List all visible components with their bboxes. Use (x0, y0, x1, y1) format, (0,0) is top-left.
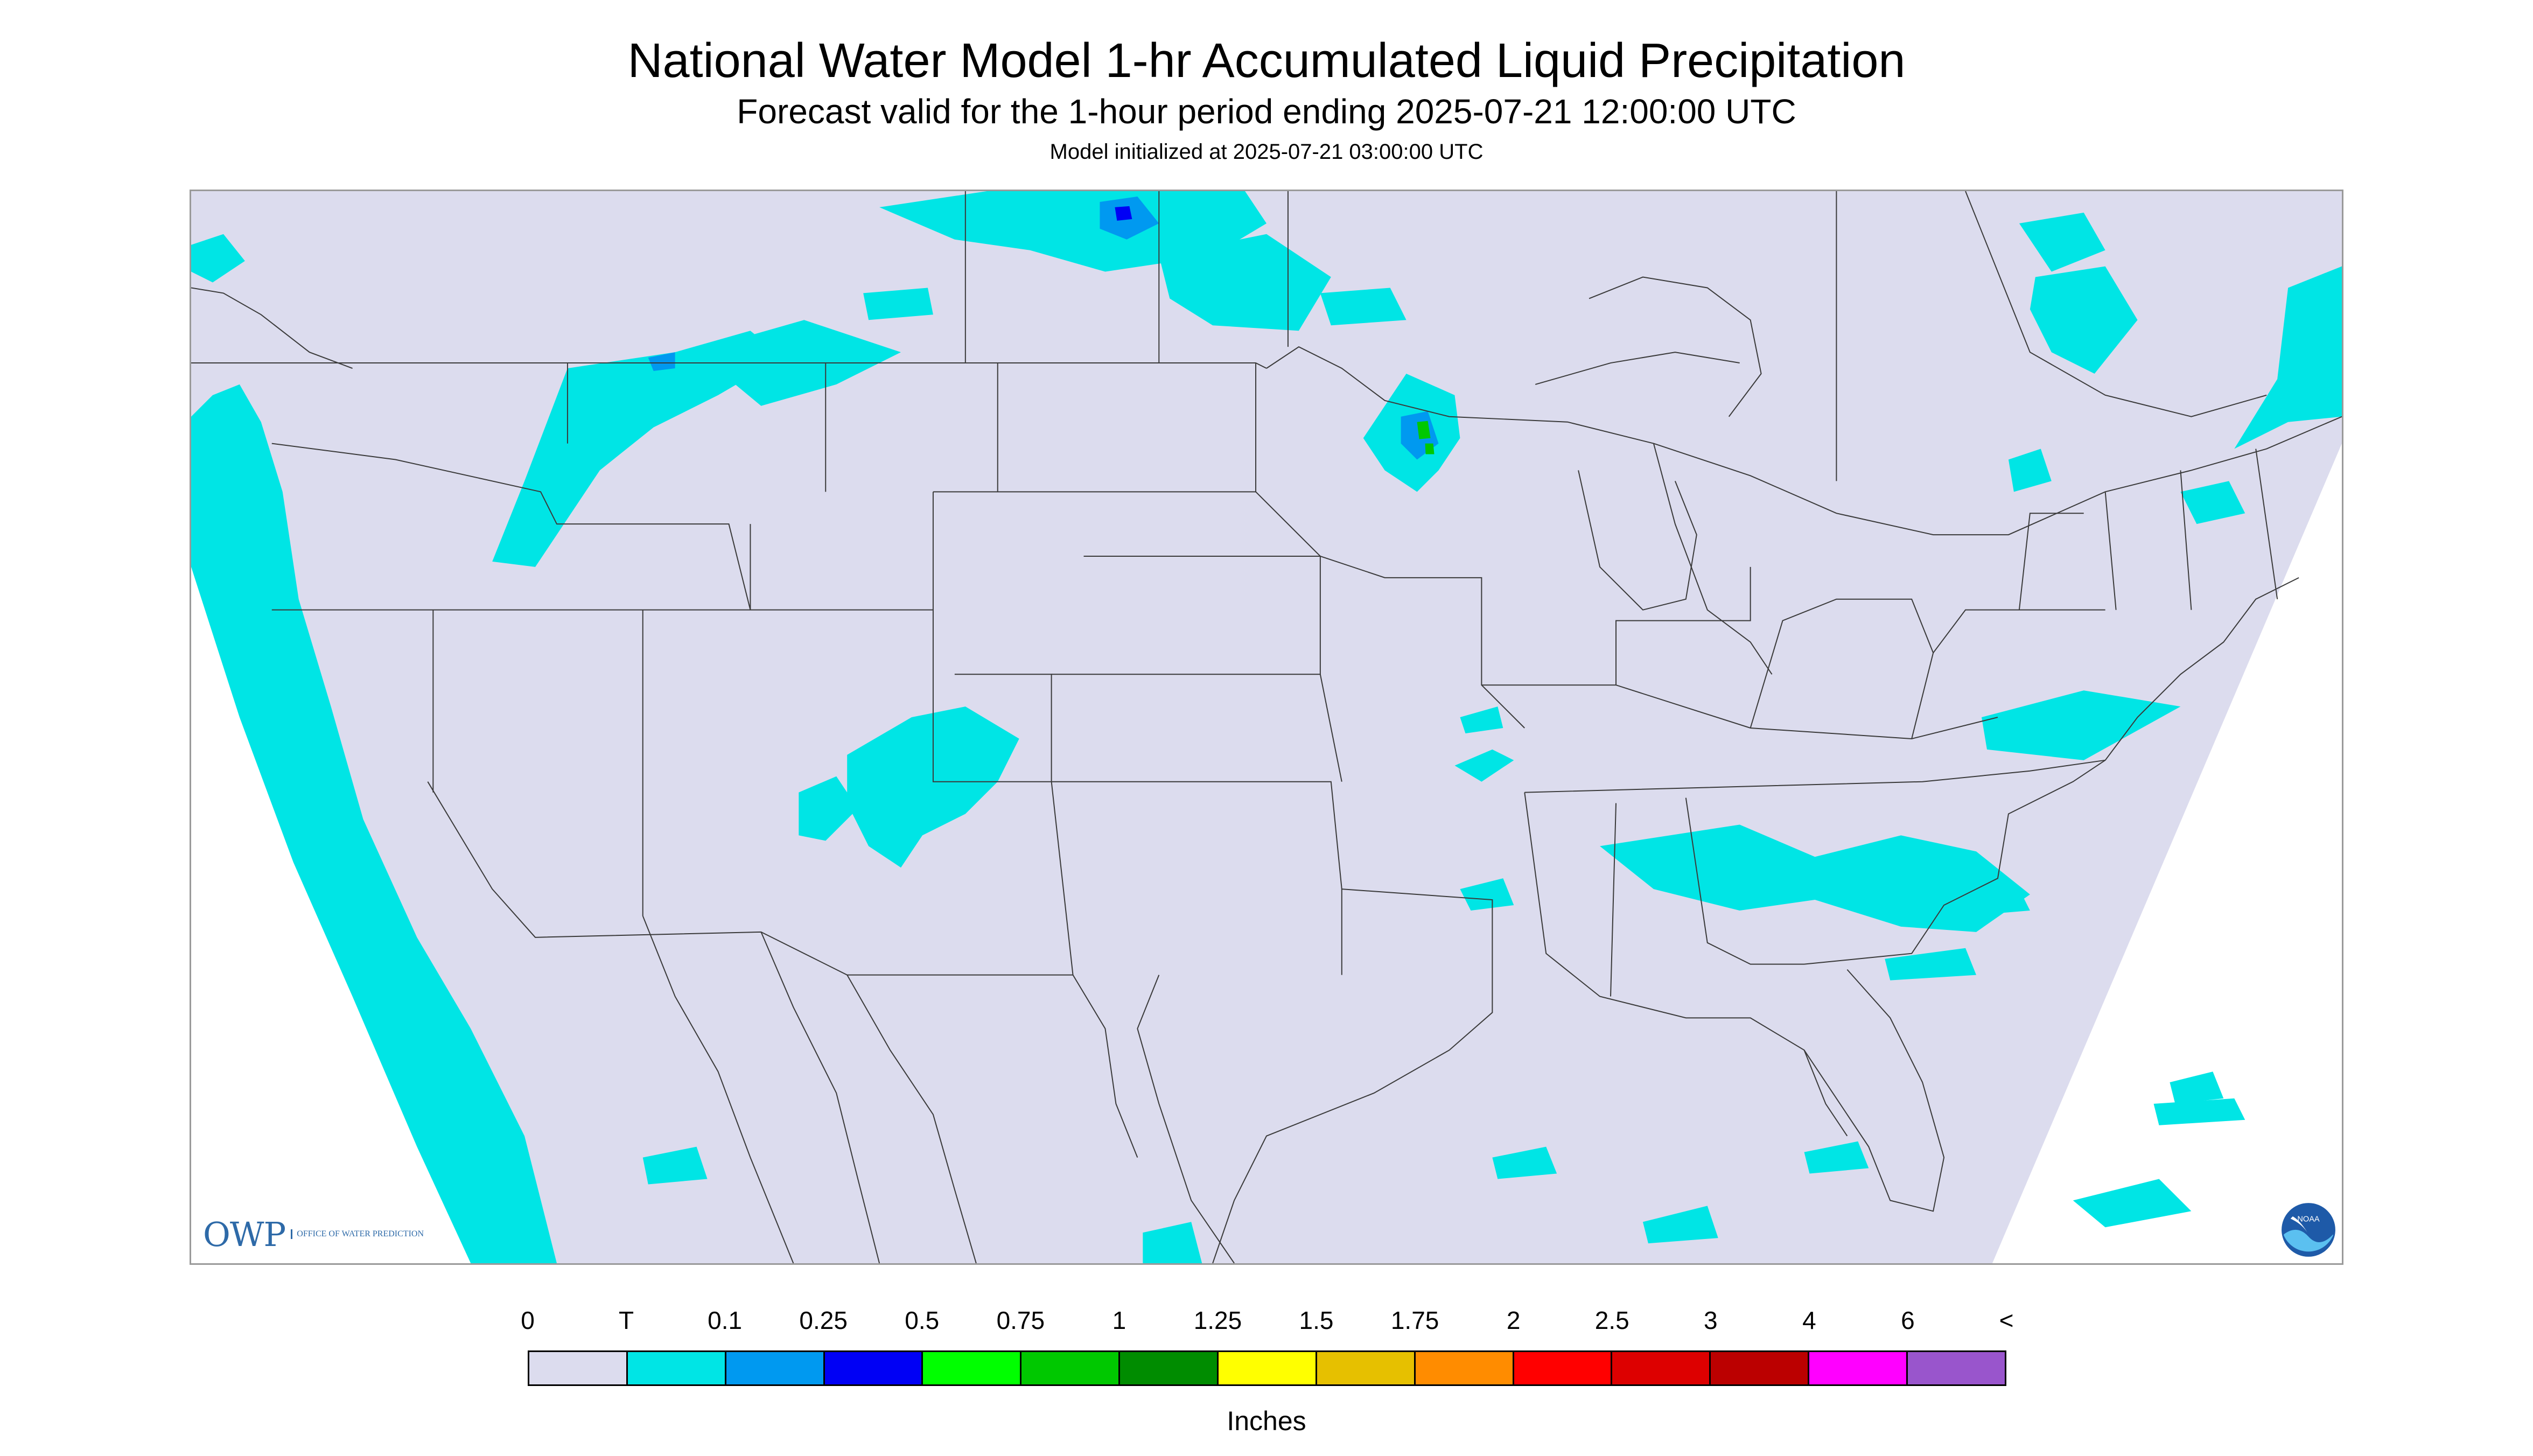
color-legend: 0 T 0.1 0.25 0.5 0.75 1 1.25 1.5 1.75 2 2.5 3 4 6 < (521, 1306, 2013, 1413)
legend-bar (528, 1350, 2006, 1386)
owp-text: OFFICE OF WATER PREDICTION (291, 1229, 424, 1239)
legend-swatch (1120, 1352, 1219, 1384)
legend-tick-label: 1 (1112, 1306, 1126, 1334)
owp-logo: OWP OFFICE OF WATER PREDICTION (203, 1213, 424, 1256)
legend-swatch (1021, 1352, 1121, 1384)
legend-swatch (1415, 1352, 1514, 1384)
precip-green (1417, 421, 1435, 454)
legend-swatch (1514, 1352, 1613, 1384)
legend-labels: 0 T 0.1 0.25 0.5 0.75 1 1.25 1.5 1.75 2 2.5 3 4 6 < (521, 1306, 2013, 1338)
subtitle: Forecast valid for the 1-hour period end… (737, 92, 1796, 131)
legend-tick-label: 1.5 (1299, 1306, 1334, 1334)
legend-swatch (923, 1352, 1022, 1384)
legend-tick-label: 0.1 (708, 1306, 743, 1334)
legend-tick-label: 2 (1506, 1306, 1521, 1334)
legend-tick-label: 2.5 (1594, 1306, 1629, 1334)
owp-mark: OWP (203, 1214, 286, 1254)
legend-swatch (1219, 1352, 1317, 1384)
legend-swatch (726, 1352, 825, 1384)
legend-swatch (1809, 1352, 1908, 1384)
legend-tick-label: 0 (521, 1306, 535, 1334)
legend-tick-label: 6 (1901, 1306, 1915, 1334)
legend-swatch (1612, 1352, 1711, 1384)
legend-tick-label: 1.25 (1193, 1306, 1242, 1334)
legend-tick-label: 4 (1802, 1306, 1816, 1334)
map-canvas (191, 191, 2342, 1263)
legend-tick-label: < (1999, 1306, 2014, 1334)
noaa-text: NOAA (2297, 1215, 2320, 1223)
init-time: Model initialized at 2025-07-21 03:00:00… (1049, 140, 1484, 164)
legend-swatch (824, 1352, 923, 1384)
legend-tick-label: 3 (1704, 1306, 1718, 1334)
legend-tick-label: 0.75 (996, 1306, 1045, 1334)
legend-swatch (1908, 1352, 2005, 1384)
legend-tick-label: 1.75 (1390, 1306, 1439, 1334)
model-domain (191, 191, 2342, 1263)
legend-swatch (1317, 1352, 1416, 1384)
noaa-logo: NOAA (2282, 1203, 2335, 1257)
legend-tick-label: 0.25 (799, 1306, 848, 1334)
legend-swatch (1711, 1352, 1810, 1384)
boundaries (191, 191, 2342, 1263)
legend-units: Inches (1227, 1406, 1306, 1436)
precipitation-map: OWP OFFICE OF WATER PREDICTION NOAA (190, 190, 2343, 1265)
legend-tick-label: 0.5 (905, 1306, 940, 1334)
title: National Water Model 1-hr Accumulated Li… (627, 34, 1906, 88)
legend-swatch (529, 1352, 628, 1384)
precip-light (191, 191, 2342, 1263)
precip-heavy (1115, 206, 1132, 221)
legend-tick-label: T (619, 1306, 634, 1334)
legend-swatch (627, 1352, 726, 1384)
